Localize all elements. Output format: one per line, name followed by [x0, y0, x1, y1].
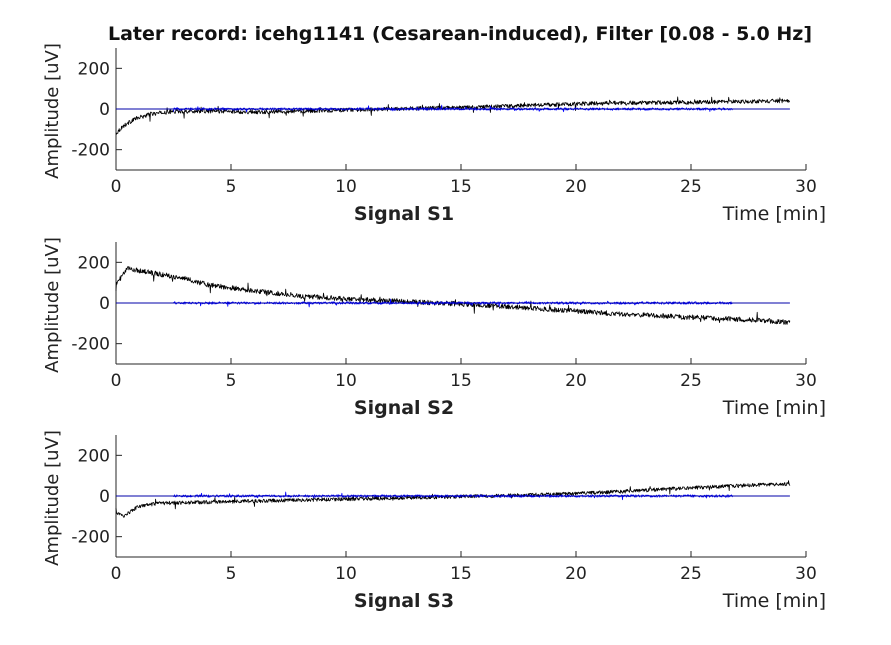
- signal-name-label: Signal S2: [354, 397, 454, 419]
- x-tick-label: 15: [450, 177, 472, 197]
- x-tick-label: 20: [565, 371, 587, 391]
- y-tick-label: -200: [71, 528, 110, 548]
- y-tick-label: 200: [78, 446, 110, 466]
- x-tick-label: 30: [795, 371, 817, 391]
- y-tick-label: 0: [99, 294, 110, 314]
- x-axis-unit-label: Time [min]: [722, 397, 826, 419]
- signal-name-label: Signal S3: [354, 590, 454, 612]
- x-tick-label: 30: [795, 177, 817, 197]
- x-axis-unit-label: Time [min]: [722, 203, 826, 225]
- x-tick-label: 10: [335, 564, 357, 584]
- x-tick-label: 20: [565, 177, 587, 197]
- figure-title: Later record: icehg1141 (Cesarean-induce…: [108, 23, 812, 45]
- signal-name-label: Signal S1: [354, 203, 454, 225]
- x-tick-label: 15: [450, 564, 472, 584]
- x-tick-label: 30: [795, 564, 817, 584]
- y-axis-label: Amplitude [uV]: [42, 43, 63, 179]
- x-tick-label: 0: [111, 177, 122, 197]
- x-tick-label: 10: [335, 177, 357, 197]
- y-tick-label: -200: [71, 335, 110, 355]
- x-tick-label: 15: [450, 371, 472, 391]
- x-tick-label: 25: [680, 371, 702, 391]
- x-axis-unit-label: Time [min]: [722, 590, 826, 612]
- x-tick-label: 5: [226, 564, 237, 584]
- x-tick-label: 20: [565, 564, 587, 584]
- y-tick-label: 200: [78, 253, 110, 273]
- y-axis-label: Amplitude [uV]: [42, 430, 63, 566]
- x-tick-label: 25: [680, 177, 702, 197]
- y-tick-label: -200: [71, 141, 110, 161]
- series-line-raw: [115, 96, 790, 135]
- x-tick-label: 5: [226, 371, 237, 391]
- y-tick-label: 0: [99, 487, 110, 507]
- series-line-raw: [115, 480, 791, 518]
- x-tick-label: 0: [111, 371, 122, 391]
- x-tick-label: 0: [111, 564, 122, 584]
- y-axis-label: Amplitude [uV]: [42, 237, 63, 373]
- series-line-raw: [115, 266, 791, 325]
- y-tick-label: 200: [78, 59, 110, 79]
- x-tick-label: 25: [680, 564, 702, 584]
- x-tick-label: 10: [335, 371, 357, 391]
- x-tick-label: 5: [226, 177, 237, 197]
- y-tick-label: 0: [99, 100, 110, 120]
